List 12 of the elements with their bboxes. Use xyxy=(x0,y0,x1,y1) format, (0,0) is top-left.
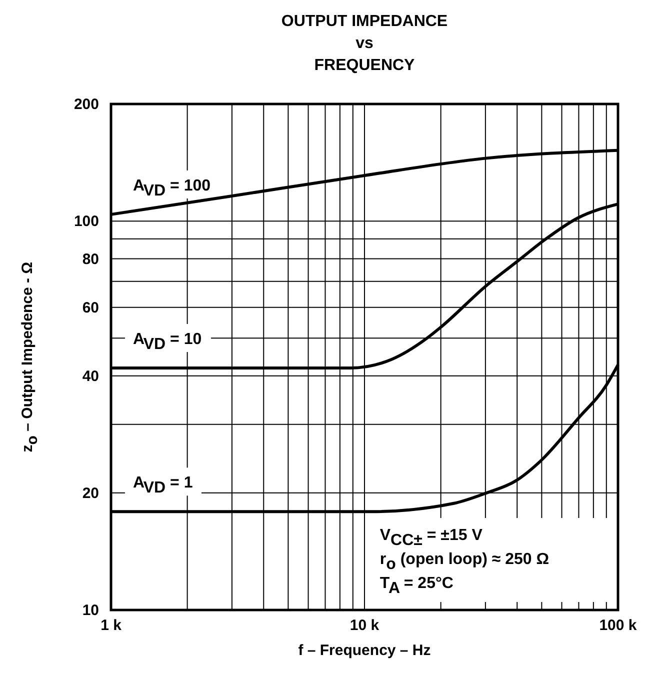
y-tick-label: 40 xyxy=(82,368,99,385)
y-tick-label: 200 xyxy=(74,96,99,113)
y-tick-label: 10 xyxy=(82,602,99,619)
y-tick-label: 100 xyxy=(74,213,99,230)
chart-title: OUTPUT IMPEDANCE vs FREQUENCY xyxy=(281,13,448,74)
x-tick-label: 100 k xyxy=(599,617,638,634)
y-tick-label: 20 xyxy=(82,484,99,502)
y-tick-label: 60 xyxy=(82,299,99,316)
x-tick-label: 10 k xyxy=(350,617,380,634)
x-axis-title: f – Frequency – Hz xyxy=(298,642,431,659)
x-tick-label: 1 k xyxy=(100,617,122,634)
y-tick-label: 80 xyxy=(82,250,99,268)
